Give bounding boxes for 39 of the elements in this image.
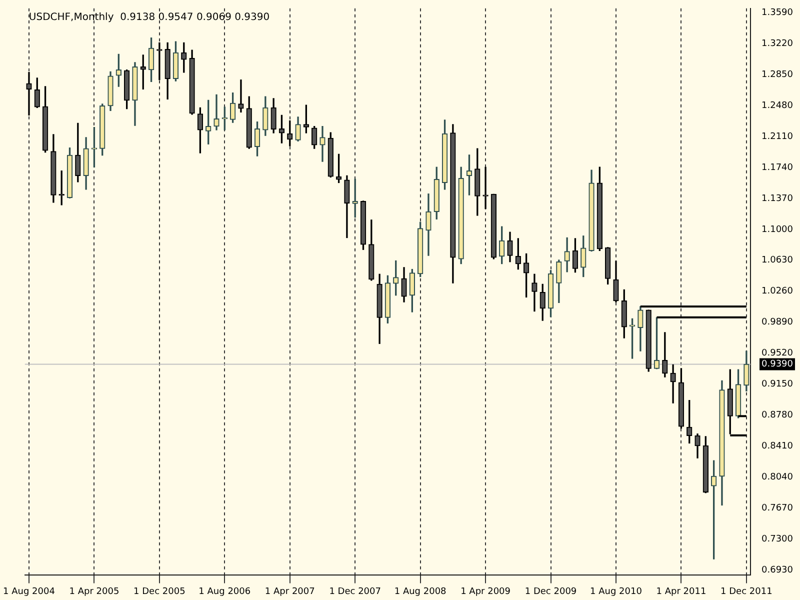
x-tick-label: 1 Aug 2008 bbox=[394, 586, 447, 597]
y-tick-label: 1.1740 bbox=[762, 162, 794, 173]
y-tick-label: 0.9150 bbox=[762, 380, 794, 390]
y-tick-label: 1.3590 bbox=[762, 8, 794, 18]
y-tick-label: 0.8410 bbox=[762, 442, 794, 452]
y-tick-label: 0.7670 bbox=[762, 504, 794, 514]
y-tick-label: 1.2480 bbox=[762, 100, 794, 111]
x-tick-label: 1 Apr 2007 bbox=[264, 586, 315, 597]
candlestick bbox=[156, 42, 162, 80]
y-tick-label: 0.9890 bbox=[762, 318, 794, 328]
x-tick-label: 1 Aug 2010 bbox=[590, 586, 642, 597]
x-tick-label: 1 Dec 2007 bbox=[329, 586, 381, 597]
x-tick-label: 1 Apr 2005 bbox=[69, 586, 120, 597]
y-tick-label: 1.0260 bbox=[762, 286, 794, 297]
x-tick-label: 1 Dec 2011 bbox=[720, 586, 772, 597]
x-tick-label: 1 Dec 2005 bbox=[134, 586, 186, 597]
y-tick-label: 1.1000 bbox=[762, 224, 794, 235]
y-tick-label: 1.2110 bbox=[762, 132, 794, 142]
chart-title: USDCHF,Monthly 0.9138 0.9547 0.9069 0.9390 bbox=[28, 12, 270, 23]
x-tick-label: 1 Apr 2009 bbox=[460, 586, 511, 597]
y-tick-label: 1.2850 bbox=[762, 70, 794, 80]
candlestick bbox=[238, 79, 244, 112]
y-tick-label: 1.0630 bbox=[762, 256, 794, 266]
x-tick-label: 1 Aug 2004 bbox=[3, 586, 56, 597]
y-tick-label: 0.8040 bbox=[762, 472, 794, 483]
y-tick-label: 0.6930 bbox=[762, 566, 794, 576]
y-tick-label: 0.7300 bbox=[762, 534, 794, 545]
candlestick bbox=[214, 94, 220, 130]
candlestick bbox=[26, 72, 32, 116]
ref-line-label: 0.9390 bbox=[762, 360, 794, 370]
y-tick-label: 0.8780 bbox=[762, 410, 794, 421]
x-tick-label: 1 Dec 2009 bbox=[524, 586, 577, 597]
y-tick-label: 1.3220 bbox=[762, 38, 794, 49]
candlestick bbox=[670, 364, 676, 404]
candlestick bbox=[320, 126, 326, 162]
y-tick-label: 1.1370 bbox=[762, 194, 794, 204]
y-tick-label: 0.9520 bbox=[762, 348, 794, 359]
x-tick-label: 1 Apr 2011 bbox=[656, 586, 706, 597]
x-tick-label: 1 Aug 2006 bbox=[198, 586, 251, 597]
